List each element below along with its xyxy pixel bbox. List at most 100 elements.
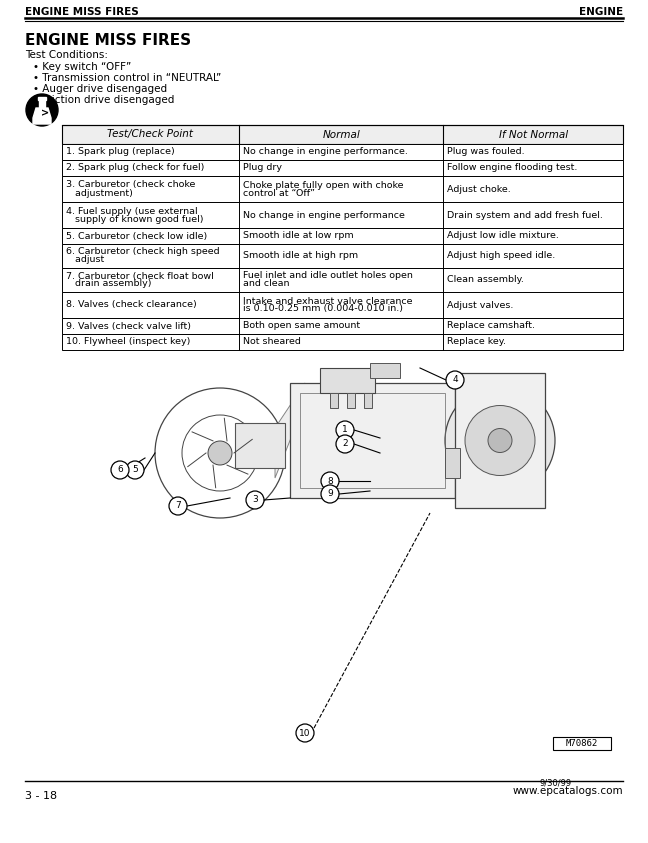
Text: 3: 3 [252,496,258,504]
Circle shape [336,435,354,453]
Text: supply of known good fuel): supply of known good fuel) [66,214,203,223]
Text: • Transmission control in “NEUTRAL”: • Transmission control in “NEUTRAL” [33,73,221,83]
Circle shape [296,724,314,742]
Text: 8. Valves (check clearance): 8. Valves (check clearance) [66,300,197,309]
Bar [62,125,623,144]
Text: ENGINE MISS FIRES: ENGINE MISS FIRES [25,33,191,48]
Bar [364,393,372,408]
Text: 8: 8 [327,476,333,486]
Text: M70862: M70862 [566,739,598,748]
Text: Replace camshaft.: Replace camshaft. [448,321,535,330]
Text: 4. Fuel supply (use external: 4. Fuel supply (use external [66,207,198,216]
Text: ENGINE MISS FIRES: ENGINE MISS FIRES [25,7,139,17]
Polygon shape [39,100,45,108]
Text: Test Conditions:: Test Conditions: [25,50,108,60]
Text: Adjust valves.: Adjust valves. [448,300,514,309]
Bar [455,373,545,508]
Bar [320,368,375,393]
Bar [62,202,623,228]
Bar [290,383,455,498]
Circle shape [111,461,129,479]
Text: ENGINE: ENGINE [579,7,623,17]
Bar [347,393,355,408]
Polygon shape [38,97,46,100]
Bar [62,244,623,268]
Text: www.epcatalogs.com: www.epcatalogs.com [513,786,623,796]
Text: Choke plate fully open with choke: Choke plate fully open with choke [243,180,403,190]
Text: Drain system and add fresh fuel.: Drain system and add fresh fuel. [448,211,603,219]
Text: control at “Off”: control at “Off” [243,189,315,197]
Text: is 0.10-0.25 mm (0.004-0.010 in.): is 0.10-0.25 mm (0.004-0.010 in.) [243,304,402,314]
Text: drain assembly): drain assembly) [66,280,152,288]
Text: If Not Normal: If Not Normal [499,130,568,139]
Bar [235,423,285,468]
Bar [62,176,623,202]
Text: Intake and exhaust valve clearance: Intake and exhaust valve clearance [243,297,412,305]
Text: 1. Spark plug (replace): 1. Spark plug (replace) [66,148,175,157]
Text: adjustment): adjustment) [66,189,133,197]
Text: 3 - 18: 3 - 18 [25,791,57,801]
Text: Plug was fouled.: Plug was fouled. [448,148,525,157]
Bar [300,393,445,488]
Circle shape [445,385,555,496]
Text: 1: 1 [342,426,348,434]
Text: 9: 9 [327,490,333,498]
Text: Adjust high speed idle.: Adjust high speed idle. [448,251,556,260]
Bar [62,228,623,244]
Bar [62,292,623,318]
Text: 10: 10 [299,728,311,738]
Text: Smooth idle at high rpm: Smooth idle at high rpm [243,251,358,260]
Bar [62,268,623,292]
Text: • Friction drive disengaged: • Friction drive disengaged [33,95,174,105]
Text: Not sheared: Not sheared [243,337,301,346]
Circle shape [246,491,264,509]
Text: 10. Flywheel (inspect key): 10. Flywheel (inspect key) [66,337,191,346]
Text: 2: 2 [342,439,348,448]
Text: Fuel inlet and idle outlet holes open: Fuel inlet and idle outlet holes open [243,271,413,281]
Text: 6. Carburetor (check high speed: 6. Carburetor (check high speed [66,248,220,256]
Text: 9. Valves (check valve lift): 9. Valves (check valve lift) [66,321,191,330]
Text: >: > [41,108,49,118]
Polygon shape [275,383,305,478]
Text: No change in engine performance: No change in engine performance [243,211,404,219]
Bar [62,144,623,160]
Text: • Auger drive disengaged: • Auger drive disengaged [33,84,167,94]
Text: 5. Carburetor (check low idle): 5. Carburetor (check low idle) [66,232,207,240]
Circle shape [321,472,339,490]
Polygon shape [33,108,51,124]
Circle shape [465,405,535,475]
Circle shape [169,497,187,515]
Text: 7: 7 [175,502,181,511]
Text: Adjust low idle mixture.: Adjust low idle mixture. [448,232,559,240]
Text: 9/30/99: 9/30/99 [540,779,572,788]
Circle shape [26,94,58,126]
Text: • Key switch “OFF”: • Key switch “OFF” [33,62,132,72]
Text: Normal: Normal [322,130,360,139]
Text: Clean assembly.: Clean assembly. [448,276,524,284]
Circle shape [446,371,464,389]
Bar [330,393,338,408]
Text: Plug dry: Plug dry [243,164,282,173]
Text: 2. Spark plug (check for fuel): 2. Spark plug (check for fuel) [66,164,204,173]
Bar [62,334,623,350]
Text: 4: 4 [452,375,458,384]
Text: 5: 5 [132,465,138,475]
Circle shape [321,485,339,503]
Text: Adjust choke.: Adjust choke. [448,185,511,194]
Text: 7. Carburetor (check float bowl: 7. Carburetor (check float bowl [66,271,214,281]
Bar [553,737,611,750]
Text: and clean: and clean [243,280,289,288]
Text: Test/Check Point: Test/Check Point [108,130,193,139]
Text: 6: 6 [117,465,123,475]
Text: Follow engine flooding test.: Follow engine flooding test. [448,164,578,173]
Bar [370,363,400,378]
Circle shape [208,441,232,465]
Text: 3. Carburetor (check choke: 3. Carburetor (check choke [66,180,196,190]
Bar [445,448,460,478]
Text: No change in engine performance.: No change in engine performance. [243,148,408,157]
Text: Replace key.: Replace key. [448,337,507,346]
Circle shape [336,421,354,439]
Bar [62,160,623,176]
Bar [62,318,623,334]
Text: Smooth idle at low rpm: Smooth idle at low rpm [243,232,353,240]
